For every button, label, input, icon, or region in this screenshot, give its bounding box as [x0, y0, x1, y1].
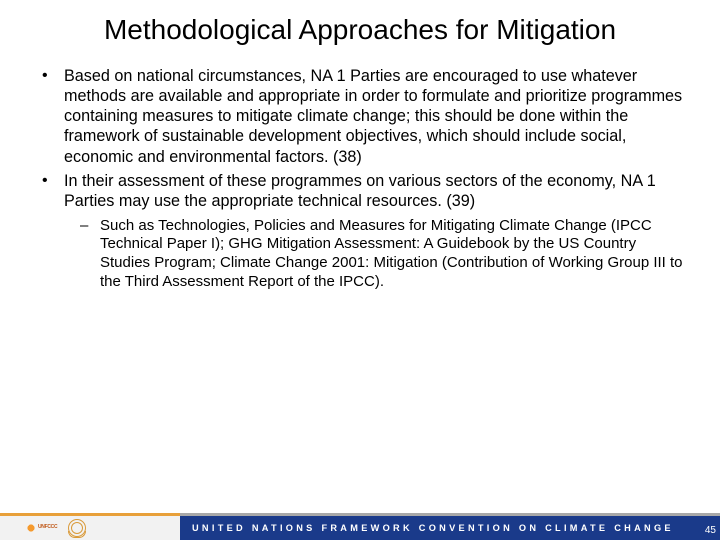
footer-logo-area: UNFCCC	[0, 516, 180, 540]
unfccc-logo-icon: UNFCCC	[24, 520, 48, 536]
slide-footer: UNFCCC UNITED NATIONS FRAMEWORK CONVENTI…	[0, 513, 720, 540]
sub-bullet-item: Such as Technologies, Policies and Measu…	[64, 217, 690, 291]
sub-bullet-list: Such as Technologies, Policies and Measu…	[64, 217, 690, 291]
footer-org-bar: UNITED NATIONS FRAMEWORK CONVENTION ON C…	[180, 516, 720, 540]
un-emblem-icon	[68, 519, 86, 537]
page-number: 45	[705, 525, 716, 536]
bullet-item: Based on national circumstances, NA 1 Pa…	[28, 66, 690, 166]
bullet-item: In their assessment of these programmes …	[28, 171, 690, 292]
slide-title: Methodological Approaches for Mitigation	[0, 0, 720, 52]
slide: Methodological Approaches for Mitigation…	[0, 0, 720, 540]
slide-body: Based on national circumstances, NA 1 Pa…	[0, 52, 720, 540]
footer-org-text: UNITED NATIONS FRAMEWORK CONVENTION ON C…	[192, 523, 674, 533]
footer-bar: UNFCCC UNITED NATIONS FRAMEWORK CONVENTI…	[0, 516, 720, 540]
bullet-list: Based on national circumstances, NA 1 Pa…	[28, 66, 690, 291]
bullet-text: In their assessment of these programmes …	[64, 172, 656, 210]
unfccc-logo-label: UNFCCC	[38, 524, 57, 530]
